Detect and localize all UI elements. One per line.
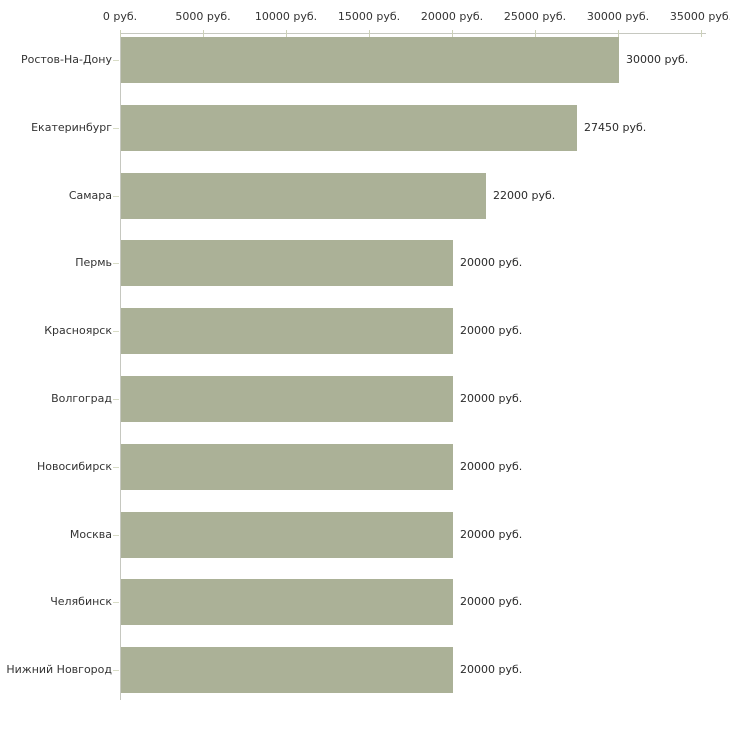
x-axis-tick <box>535 30 536 37</box>
x-axis-tick <box>701 30 702 37</box>
value-label: 20000 руб. <box>460 324 523 337</box>
x-axis-tick <box>120 30 121 37</box>
x-axis-tick <box>369 30 370 37</box>
category-tick <box>113 331 119 332</box>
x-axis-tick-label: 25000 руб. <box>503 10 567 23</box>
category-label: Новосибирск <box>36 460 112 473</box>
bar <box>121 444 453 490</box>
value-label: 20000 руб. <box>460 460 523 473</box>
x-axis-tick-label: 30000 руб. <box>586 10 650 23</box>
category-label: Красноярск <box>44 324 112 337</box>
value-label: 27450 руб. <box>584 121 647 134</box>
category-tick <box>113 60 119 61</box>
x-axis-tick-label: 20000 руб. <box>420 10 484 23</box>
category-tick <box>113 535 119 536</box>
value-label: 20000 руб. <box>460 595 523 608</box>
bar <box>121 173 486 219</box>
category-label: Ростов-На-Дону <box>20 53 112 66</box>
x-axis-tick <box>618 30 619 37</box>
bar <box>121 579 453 625</box>
category-tick <box>113 128 119 129</box>
value-label: 20000 руб. <box>460 528 523 541</box>
category-tick <box>113 263 119 264</box>
category-tick <box>113 399 119 400</box>
bar <box>121 647 453 693</box>
bar <box>121 512 453 558</box>
x-axis-tick <box>452 30 453 37</box>
y-axis-line <box>120 33 121 700</box>
bar <box>121 240 453 286</box>
value-label: 20000 руб. <box>460 392 523 405</box>
x-axis-tick-label: 10000 руб. <box>254 10 318 23</box>
bar <box>121 376 453 422</box>
category-label: Нижний Новгород <box>6 663 112 676</box>
x-axis-tick-label: 35000 руб. <box>669 10 730 23</box>
category-label: Челябинск <box>50 595 112 608</box>
value-label: 20000 руб. <box>460 663 523 676</box>
category-label: Самара <box>68 189 112 202</box>
category-label: Екатеринбург <box>31 121 112 134</box>
category-tick <box>113 467 119 468</box>
value-label: 20000 руб. <box>460 256 523 269</box>
category-tick <box>113 670 119 671</box>
category-tick <box>113 602 119 603</box>
x-axis-line <box>120 33 706 34</box>
value-label: 22000 руб. <box>493 189 556 202</box>
bar <box>121 37 619 83</box>
category-label: Москва <box>69 528 112 541</box>
bar <box>121 105 577 151</box>
category-tick <box>113 196 119 197</box>
x-axis-tick-label: 0 руб. <box>102 10 138 23</box>
x-axis-tick-label: 15000 руб. <box>337 10 401 23</box>
category-label: Волгоград <box>51 392 112 405</box>
category-label: Пермь <box>75 256 112 269</box>
x-axis-tick-label: 5000 руб. <box>175 10 231 23</box>
bar <box>121 308 453 354</box>
value-label: 30000 руб. <box>626 53 689 66</box>
x-axis-tick <box>203 30 204 37</box>
x-axis-tick <box>286 30 287 37</box>
